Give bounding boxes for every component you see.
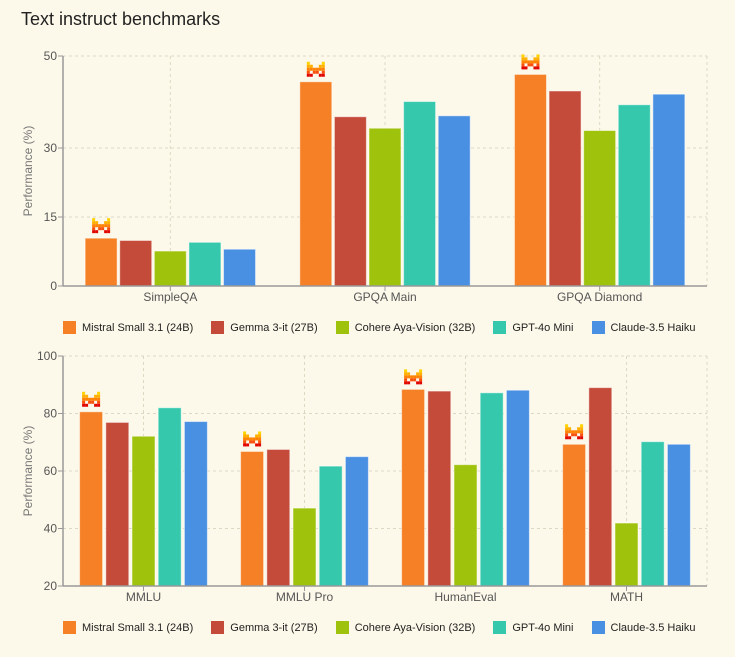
mistral-logo-icon [82, 391, 101, 407]
bar[interactable] [157, 407, 182, 587]
bar[interactable] [617, 104, 651, 287]
bar[interactable] [344, 456, 369, 587]
bar[interactable] [479, 392, 504, 587]
chart-bottom: 20 40 60 80 100 Performance (%) MMLU MMLU Pro Hu… [21, 349, 708, 604]
x-tick-label: MATH [610, 590, 643, 604]
legend-item[interactable]: GPT-4o Mini [493, 321, 574, 334]
bar[interactable] [368, 127, 402, 287]
y-tick-label: 0 [50, 279, 57, 293]
mistral-logo-icon [565, 424, 584, 440]
legend-label: Cohere Aya-Vision (32B) [354, 621, 476, 634]
legend-label: GPT-4o Mini [512, 321, 574, 334]
bar[interactable] [640, 441, 665, 587]
legend-swatch [63, 321, 76, 334]
bar[interactable] [513, 73, 547, 287]
legend-label: GPT-4o Mini [512, 621, 574, 634]
bar[interactable] [614, 522, 639, 587]
bar[interactable] [318, 465, 343, 587]
mistral-logo-icon [306, 61, 325, 77]
x-tick-label: GPQA Diamond [557, 290, 642, 304]
mistral-logo-icon [243, 431, 262, 447]
legend-item[interactable]: Gemma 3-it (27B) [211, 321, 318, 334]
bar[interactable] [183, 421, 208, 587]
bar[interactable] [266, 448, 291, 587]
y-axis-label: Performance (%) [21, 426, 35, 517]
legend-swatch [335, 321, 349, 334]
bar[interactable] [427, 390, 452, 587]
legend-item[interactable]: Cohere Aya-Vision (32B) [335, 321, 476, 334]
bar[interactable] [223, 248, 257, 287]
bar[interactable] [131, 435, 156, 587]
legend-swatch [63, 621, 76, 634]
legend-label: Claude-3.5 Haiku [610, 321, 696, 334]
y-tick-label: 60 [44, 464, 58, 478]
mistral-logo-icon [92, 218, 111, 234]
mistral-logo-icon [404, 369, 423, 385]
legend-label: Mistral Small 3.1 (24B) [82, 621, 194, 634]
bar[interactable] [562, 443, 587, 587]
y-tick-label: 100 [37, 349, 57, 363]
legend-item[interactable]: Mistral Small 3.1 (24B) [63, 321, 193, 334]
y-axis-label: Performance (%) [21, 126, 35, 217]
y-tick-label: 15 [44, 210, 58, 224]
bar[interactable] [437, 115, 471, 287]
y-tick-label: 30 [44, 141, 58, 155]
y-tick-label: 40 [44, 522, 58, 536]
legend-swatch [211, 321, 225, 334]
mistral-logo-icon [521, 54, 540, 70]
legend-label: Gemma 3-it (27B) [230, 321, 318, 334]
bar[interactable] [505, 389, 530, 587]
legend-swatch [335, 621, 349, 634]
legend-item[interactable]: Gemma 3-it (27B) [211, 621, 318, 634]
bar[interactable] [299, 81, 333, 287]
bar[interactable] [188, 241, 222, 287]
page-title: Text instruct benchmarks [21, 9, 221, 29]
legend-top: Mistral Small 3.1 (24B) Gemma 3-it (27B) C… [63, 321, 714, 334]
legend-bottom: Mistral Small 3.1 (24B) Gemma 3-it (27B) C… [63, 621, 714, 634]
x-tick-label: GPQA Main [353, 290, 416, 304]
bar[interactable] [588, 387, 613, 587]
x-tick-label: MMLU Pro [276, 590, 334, 604]
bar[interactable] [453, 464, 478, 587]
bar[interactable] [401, 388, 426, 587]
legend-item[interactable]: GPT-4o Mini [493, 621, 574, 634]
x-tick-label: SimpleQA [143, 290, 197, 304]
bar[interactable] [548, 90, 582, 287]
legend-item[interactable]: Mistral Small 3.1 (24B) [63, 621, 193, 634]
legend-label: Gemma 3-it (27B) [230, 621, 318, 634]
legend-item[interactable]: Cohere Aya-Vision (32B) [335, 621, 476, 634]
bar[interactable] [292, 507, 317, 587]
legend-swatch [493, 321, 507, 334]
bar[interactable] [119, 239, 153, 287]
legend-swatch [211, 621, 225, 634]
bar[interactable] [153, 250, 187, 287]
y-tick-label: 80 [44, 407, 58, 421]
bar[interactable] [652, 93, 686, 287]
y-tick-label: 20 [44, 579, 58, 593]
legend-swatch [591, 621, 605, 634]
bar[interactable] [333, 116, 367, 287]
legend-label: Claude-3.5 Haiku [610, 621, 696, 634]
legend-swatch [591, 321, 605, 334]
bar[interactable] [403, 101, 437, 287]
legend-swatch [493, 621, 507, 634]
bar[interactable] [105, 421, 130, 587]
legend-item[interactable]: Claude-3.5 Haiku [591, 621, 696, 634]
x-tick-label: MMLU [126, 590, 161, 604]
bar[interactable] [240, 450, 265, 587]
legend-label: Cohere Aya-Vision (32B) [354, 321, 476, 334]
legend-item[interactable]: Claude-3.5 Haiku [591, 321, 696, 334]
y-tick-label: 50 [44, 49, 58, 63]
bar[interactable] [583, 130, 617, 287]
legend-label: Mistral Small 3.1 (24B) [82, 321, 194, 334]
bar[interactable] [79, 411, 104, 587]
bar[interactable] [84, 237, 118, 287]
chart-top: 0 15 30 50 Performance (%) SimpleQA GPQA Main G… [21, 49, 708, 304]
bar[interactable] [666, 443, 691, 587]
x-tick-label: HumanEval [434, 590, 496, 604]
